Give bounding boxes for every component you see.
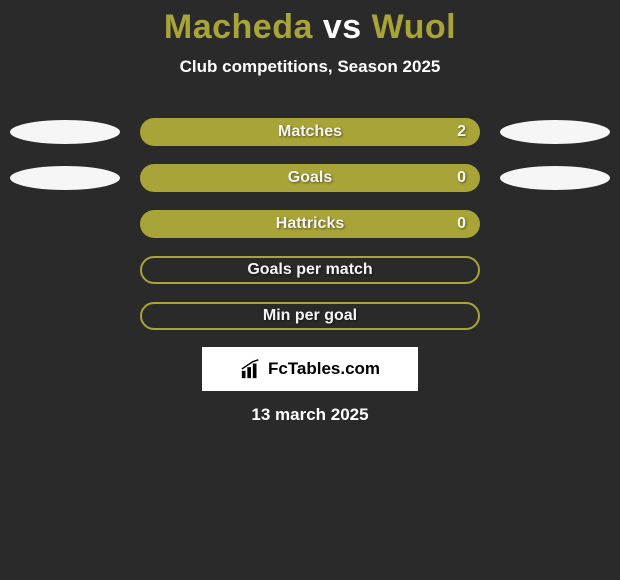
stat-bar: Goals per match bbox=[140, 256, 480, 284]
logo-text: FcTables.com bbox=[268, 359, 380, 379]
left-ellipse bbox=[10, 120, 120, 144]
comparison-card: Macheda vs Wuol Club competitions, Seaso… bbox=[0, 0, 620, 425]
right-ellipse bbox=[500, 120, 610, 144]
date-label: 13 march 2025 bbox=[0, 405, 620, 425]
stat-row: Matches 2 bbox=[0, 117, 620, 147]
page-title: Macheda vs Wuol bbox=[0, 8, 620, 47]
stat-label: Goals per match bbox=[247, 261, 372, 279]
stat-label: Goals bbox=[288, 169, 332, 187]
stat-label: Matches bbox=[278, 123, 342, 141]
subtitle: Club competitions, Season 2025 bbox=[0, 57, 620, 77]
stat-row: Goals 0 bbox=[0, 163, 620, 193]
bar-chart-icon bbox=[240, 358, 262, 380]
stat-bar: Min per goal bbox=[140, 302, 480, 330]
logo-box[interactable]: FcTables.com bbox=[202, 347, 418, 391]
stat-row: Hattricks 0 bbox=[0, 209, 620, 239]
vs-label: vs bbox=[323, 8, 362, 46]
stat-label: Hattricks bbox=[276, 215, 344, 233]
stat-bar: Hattricks 0 bbox=[140, 210, 480, 238]
stats-rows: Matches 2 Goals 0 Hattricks 0 Goals per match M… bbox=[0, 117, 620, 331]
left-ellipse bbox=[10, 166, 120, 190]
stat-bar: Goals 0 bbox=[140, 164, 480, 192]
stat-row: Min per goal bbox=[0, 301, 620, 331]
player1-name: Macheda bbox=[164, 8, 313, 46]
stat-value: 0 bbox=[457, 169, 466, 187]
stat-bar: Matches 2 bbox=[140, 118, 480, 146]
stat-value: 0 bbox=[457, 215, 466, 233]
player2-name: Wuol bbox=[372, 8, 456, 46]
stat-label: Min per goal bbox=[263, 307, 357, 325]
right-ellipse bbox=[500, 166, 610, 190]
stat-row: Goals per match bbox=[0, 255, 620, 285]
stat-value: 2 bbox=[457, 123, 466, 141]
